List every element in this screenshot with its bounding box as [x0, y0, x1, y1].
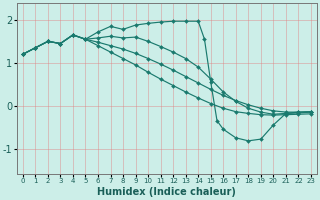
X-axis label: Humidex (Indice chaleur): Humidex (Indice chaleur): [98, 187, 236, 197]
